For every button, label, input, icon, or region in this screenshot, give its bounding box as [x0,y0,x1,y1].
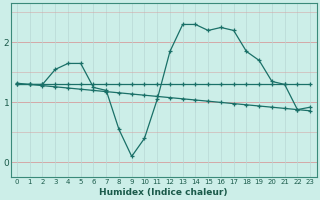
X-axis label: Humidex (Indice chaleur): Humidex (Indice chaleur) [99,188,228,197]
